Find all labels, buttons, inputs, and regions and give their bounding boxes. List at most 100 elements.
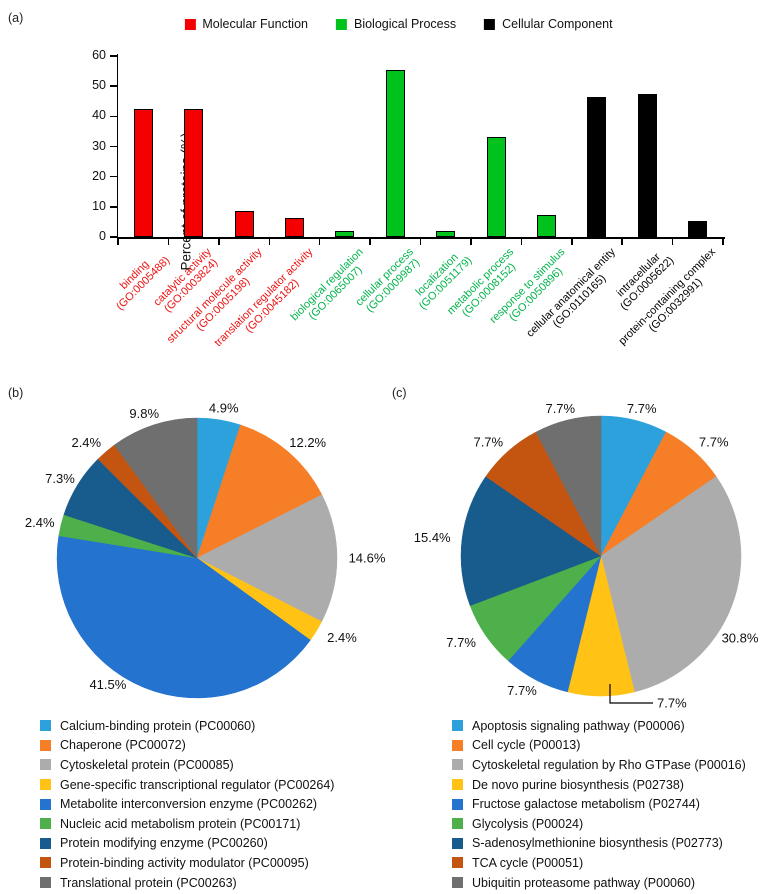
- pie-legend-item: Glycolysis (P00024): [452, 814, 746, 834]
- legend-label: Biological Process: [353, 17, 457, 31]
- pie-legend-item: Translational protein (PC00263): [40, 873, 334, 893]
- pie-legend-label: Chaperone (PC00072): [60, 738, 186, 753]
- y-tick-label: 40: [92, 108, 106, 123]
- pie-legend-swatch-icon: [452, 857, 463, 869]
- x-tick-mark: [218, 238, 220, 245]
- pie-legend-swatch-icon: [40, 877, 51, 889]
- pie-legend-label: Cell cycle (P00013): [472, 738, 581, 753]
- x-tick-label: translation regulator activity (GO:004518…: [212, 246, 324, 358]
- pie-chart-c: 7.7% 7.7% 30.8% 7.7% 7.7% 7.7% 15.4% 7.7% 7.7%: [414, 401, 759, 711]
- pie-legend-label: Calcium-binding protein (PC00060): [60, 718, 256, 733]
- pie-legend-label: Nucleic acid metabolism protein (PC00171…: [60, 816, 301, 831]
- x-tick-label: protein-containing complex (GO:0032991): [617, 246, 727, 356]
- pie-legend-swatch-icon: [40, 798, 51, 810]
- x-tick-label: biological regulation (GO:0065007): [288, 246, 374, 332]
- y-tick-mark: [109, 145, 117, 148]
- pie-percent-label: 14.6%: [349, 551, 386, 566]
- x-tick-label-name: biological regulation: [288, 246, 366, 324]
- pie-legend-item: S-adenosylmethionine biosynthesis (P0277…: [452, 834, 746, 854]
- pie-legend-label: Ubiquitin proteasome pathway (P00060): [472, 875, 696, 890]
- pie-legend-item: Cytoskeletal regulation by Rho GTPase (P…: [452, 755, 746, 775]
- pie-legend-item: Metabolite interconversion enzyme (PC002…: [40, 794, 334, 814]
- bar-cellular-process: [385, 70, 405, 237]
- x-tick-mark: [470, 238, 472, 245]
- pie-percent-label: 41.5%: [89, 677, 126, 692]
- pie-legend-item: Cell cycle (P00013): [452, 736, 746, 756]
- pie-legend-swatch-icon: [452, 798, 463, 810]
- pie-percent-label: 7.7%: [473, 435, 503, 450]
- y-tick-label: 50: [92, 78, 106, 93]
- pie-legend-label: Gene-specific transcriptional regulator …: [60, 777, 335, 792]
- x-tick-label-name: intracellular: [614, 250, 663, 300]
- y-tick-label: 20: [92, 168, 106, 183]
- pie-legend-swatch-icon: [452, 818, 463, 830]
- go-legend: Molecular Function Biological Process Cell…: [184, 17, 613, 31]
- panel-c-letter: (c): [392, 386, 407, 400]
- pie-legend-item: TCA cycle (P00051): [452, 853, 746, 873]
- x-tick-label: metabolic process (GO:0008152): [445, 246, 525, 326]
- x-tick-mark: [671, 238, 674, 245]
- x-tick-label-go: (GO:0050896): [506, 265, 565, 324]
- pie-percent-label: 7.7%: [507, 683, 537, 698]
- bar-cellular-anatomical-entity: [587, 97, 607, 237]
- pie-legend-swatch-icon: [452, 759, 463, 771]
- pie-percent-label: 9.8%: [129, 406, 159, 421]
- y-tick-mark: [109, 206, 117, 208]
- y-tick-label: 10: [92, 198, 106, 213]
- bar-metabolic-process: [486, 137, 506, 237]
- x-tick-mark: [268, 238, 270, 245]
- pie-legend-label: Apoptosis signaling pathway (P00006): [472, 718, 685, 733]
- legend-label: Molecular Function: [202, 17, 308, 31]
- x-tick-label-name: response to stimulus: [487, 246, 568, 326]
- pie-legend-item: Calcium-binding protein (PC00060): [40, 716, 334, 736]
- pie-legend-swatch-icon: [452, 779, 463, 791]
- x-tick-label-go: (GO:0065007): [306, 263, 365, 323]
- y-tick-mark: [109, 85, 117, 87]
- pie-legend-item: Gene-specific transcriptional regulator …: [40, 775, 334, 795]
- x-tick-label-name: binding: [117, 258, 152, 292]
- bar-response-to-stimulus: [537, 214, 557, 237]
- pie-legend-label: De novo purine biosynthesis (P02738): [472, 777, 684, 792]
- pie-legend-b: Calcium-binding protein (PC00060) Chapero…: [40, 716, 334, 892]
- pie-slice: [196, 494, 338, 622]
- pie-legend-label: TCA cycle (P00051): [472, 855, 584, 870]
- x-tick-mark: [167, 238, 170, 245]
- pie-label-leader-line: [609, 684, 653, 704]
- pie-legend-label: Fructose galactose metabolism (P02744): [472, 797, 700, 812]
- bar-catalytic-activity: [184, 109, 204, 237]
- pie-legend-item: Cytoskeletal protein (PC00085): [40, 755, 334, 775]
- pie-percent-label: 7.7%: [446, 635, 476, 650]
- x-tick-label: binding (GO:0005488): [105, 246, 172, 312]
- pie-slice: [600, 476, 742, 693]
- panel-b-letter: (b): [8, 386, 24, 400]
- pie-slice: [535, 415, 602, 557]
- y-tick-mark: [109, 115, 117, 118]
- x-tick-label-name: metabolic process: [445, 246, 517, 318]
- x-tick-label: cellular process (GO:0009987): [353, 246, 424, 317]
- y-tick-mark: [109, 55, 117, 57]
- pie-percent-label: 7.7%: [627, 401, 657, 416]
- y-tick-label: 30: [92, 138, 106, 153]
- x-tick-label-go: (GO:0008152): [460, 260, 519, 320]
- pie-legend-item: De novo purine biosynthesis (P02738): [452, 775, 746, 795]
- panel-a-letter: (a): [8, 11, 24, 25]
- pie-percent-label: 7.7%: [545, 401, 575, 416]
- bar-protein-containing-complex: [688, 221, 708, 237]
- pie-legend-item: Protein modifying enzyme (PC00260): [40, 834, 334, 854]
- x-tick-mark: [520, 238, 523, 245]
- y-tick-label: 0: [99, 229, 106, 243]
- legend-swatch-icon: [335, 18, 347, 30]
- pie-legend-item: Chaperone (PC00072): [40, 736, 334, 756]
- bar-intracellular: [637, 93, 657, 237]
- legend-label: Cellular Component: [502, 17, 613, 31]
- x-tick-label-name: protein-containing complex: [616, 246, 719, 348]
- x-tick-label-go: (GO:0005622): [618, 254, 677, 313]
- pie-legend-label: Cytoskeletal regulation by Rho GTPase (P…: [472, 757, 746, 772]
- x-tick-label-go: (GO:0110165): [550, 272, 608, 331]
- pie-percent-label: 4.9%: [209, 400, 239, 415]
- pie-legend-swatch-icon: [452, 837, 463, 849]
- bar-biological-regulation: [335, 231, 355, 237]
- y-tick-mark: [109, 236, 117, 238]
- pie-legend-label: Protein-binding activity modulator (PC00…: [60, 855, 309, 870]
